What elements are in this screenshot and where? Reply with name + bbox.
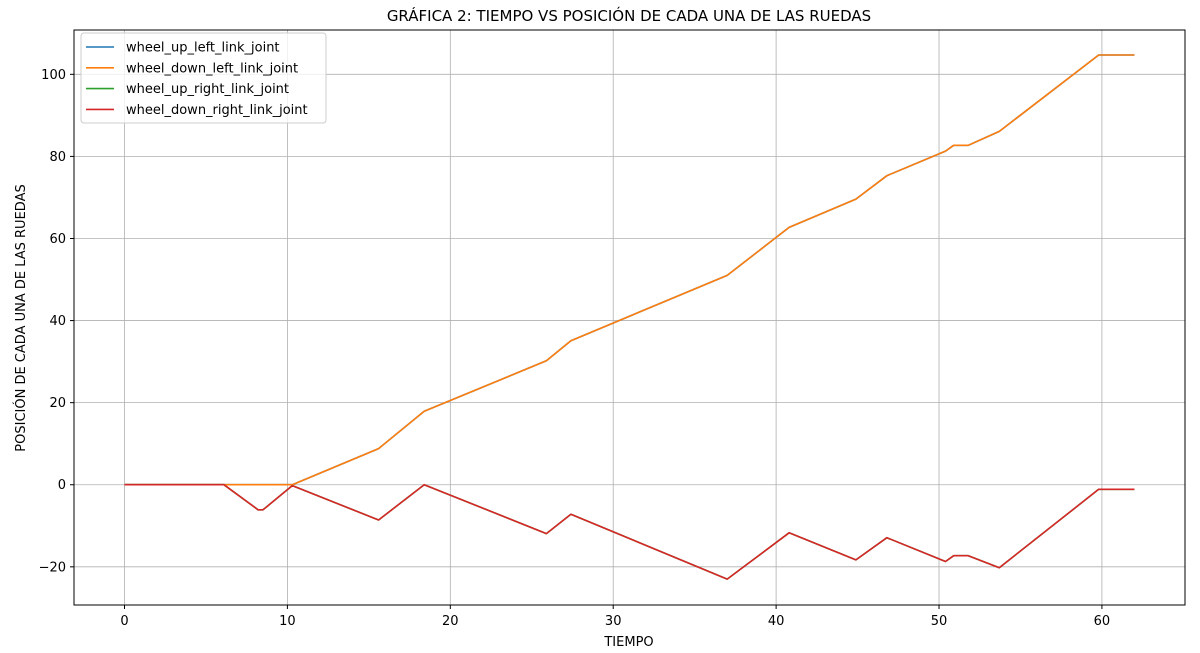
x-tick-label: 30 bbox=[605, 614, 622, 629]
series-line-wheel-down-right-link-joint bbox=[124, 483, 1135, 580]
series-line-wheel-down-left-link-joint bbox=[124, 54, 1135, 486]
y-tick-label: 100 bbox=[41, 68, 66, 83]
y-tick-label: 80 bbox=[49, 150, 66, 165]
legend: wheel_up_left_link_joint wheel_down_left_… bbox=[80, 32, 327, 124]
x-tick-label: 20 bbox=[442, 614, 459, 629]
y-tick-label: −20 bbox=[39, 560, 66, 575]
y-tick-label: 20 bbox=[49, 396, 66, 411]
y-axis-label: POSICIÓN DE CADA UNA DE LAS RUEDAS bbox=[13, 184, 29, 451]
legend-label: wheel_up_left_link_joint bbox=[126, 41, 280, 56]
x-tick-label: 50 bbox=[931, 614, 948, 629]
legend-label: wheel_up_right_link_joint bbox=[126, 82, 289, 97]
x-axis-label: TIEMPO bbox=[603, 635, 653, 650]
y-tick-label: 0 bbox=[58, 478, 66, 493]
x-tick-label: 10 bbox=[279, 614, 296, 629]
chart-title: GRÁFICA 2: TIEMPO VS POSICIÓN DE CADA UN… bbox=[387, 6, 871, 25]
legend-label: wheel_down_left_link_joint bbox=[126, 61, 298, 76]
series-lines bbox=[124, 54, 1135, 580]
x-tick-label: 60 bbox=[1094, 614, 1111, 629]
x-tick-label: 0 bbox=[120, 614, 128, 629]
x-tick-label: 40 bbox=[768, 614, 785, 629]
legend-label: wheel_down_right_link_joint bbox=[126, 103, 308, 118]
grid-lines bbox=[74, 30, 1185, 605]
legend-box bbox=[80, 32, 327, 124]
y-axis-ticks: −20 0 20 40 60 80 100 bbox=[39, 68, 74, 575]
y-tick-label: 60 bbox=[49, 232, 66, 247]
y-tick-label: 40 bbox=[49, 314, 66, 329]
x-axis-ticks: 0 10 20 30 40 50 60 bbox=[120, 605, 1110, 629]
plot-area-frame bbox=[73, 29, 1186, 606]
